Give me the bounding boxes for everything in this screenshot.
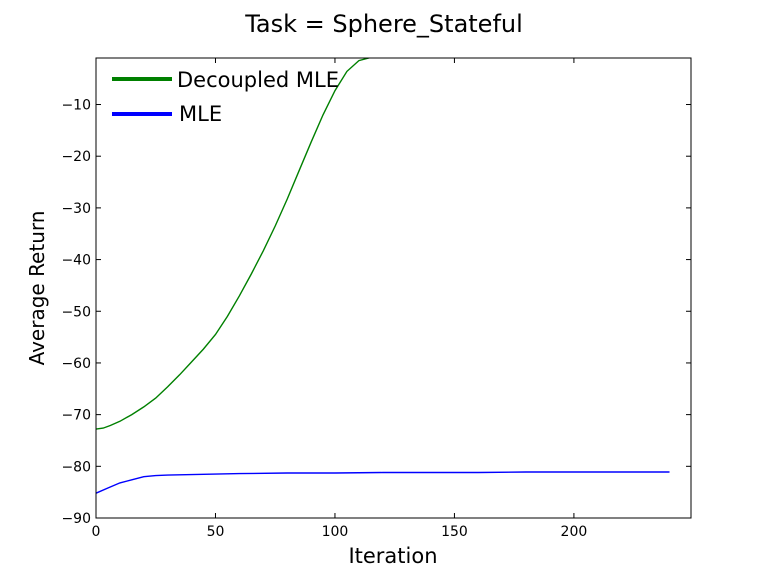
y-tick-label: −60 xyxy=(61,356,91,372)
x-tick-label: 150 xyxy=(441,524,468,540)
x-tick-label: 0 xyxy=(92,524,101,540)
plot-frame xyxy=(95,57,692,519)
y-tick-label: −50 xyxy=(61,304,91,320)
series-line-decoupled-mle xyxy=(96,58,372,430)
x-tick-label: 50 xyxy=(207,524,225,540)
y-tick-label: −90 xyxy=(61,511,91,527)
legend: Decoupled MLE MLE xyxy=(112,68,339,126)
x-axis-label: Iteration xyxy=(348,544,437,568)
legend-label-mle: MLE xyxy=(179,102,222,126)
y-tick-label: −30 xyxy=(61,201,91,217)
x-tick-label: 200 xyxy=(561,524,588,540)
y-tick-label: −20 xyxy=(61,149,91,165)
y-tick-label: −70 xyxy=(61,408,91,424)
y-tick-label: −10 xyxy=(61,98,91,114)
series-layer xyxy=(96,58,670,494)
y-tick-label: −80 xyxy=(61,459,91,475)
chart-title: Task = Sphere_Stateful xyxy=(244,10,523,38)
x-tick-label: 100 xyxy=(322,524,349,540)
legend-label-decoupled-mle: Decoupled MLE xyxy=(177,68,339,92)
series-line-mle xyxy=(96,471,670,494)
y-tick-label: −40 xyxy=(61,253,91,269)
ticks-layer: 0 50 100 150 200 −90 −80 −70 −60 −50 −40 −30 −20 −10 xyxy=(61,58,691,540)
y-axis-label: Average Return xyxy=(25,211,49,366)
